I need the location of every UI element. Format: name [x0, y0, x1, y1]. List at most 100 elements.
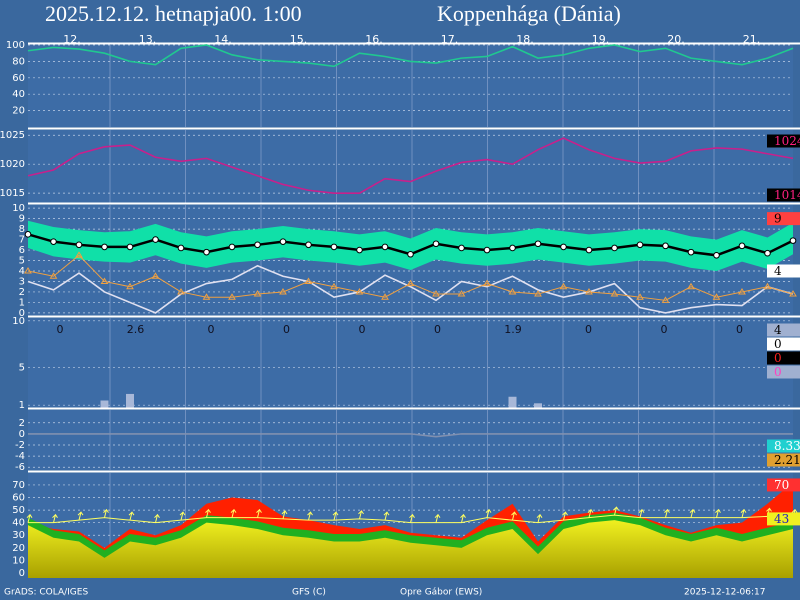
y-tick-label: 8 — [19, 224, 25, 235]
daily-total: 1.9 — [504, 323, 522, 336]
wind-arrow — [383, 511, 390, 521]
wind-arrow — [77, 511, 84, 521]
point — [713, 251, 720, 259]
point — [177, 287, 185, 295]
y-tick-label: 50 — [12, 505, 25, 516]
wind-arrow — [26, 513, 33, 523]
end-label: 0 — [774, 351, 782, 365]
wind-arrow — [154, 513, 160, 523]
end-label: 9 — [774, 212, 782, 226]
daily-total: 0 — [359, 323, 366, 336]
end-label-box — [767, 134, 800, 148]
y-tick-label: -6 — [15, 462, 25, 473]
wind-arrow — [230, 508, 237, 518]
wind-arrow — [460, 513, 466, 523]
wind-arrow — [613, 506, 619, 516]
point — [151, 272, 160, 279]
daily-total: 0 — [57, 323, 64, 336]
wind-arrow — [715, 508, 721, 518]
point — [75, 241, 83, 249]
wind-arrow — [562, 511, 568, 521]
point — [101, 243, 108, 251]
daily-total: 0 — [434, 323, 441, 336]
point — [381, 243, 389, 251]
end-label: 0 — [774, 365, 782, 379]
title: 2025.12.12. hetnapja00. 1:00 — [45, 1, 302, 26]
wind-arrow — [128, 511, 135, 521]
point — [611, 244, 618, 252]
point — [585, 287, 593, 295]
panel — [28, 410, 793, 470]
y-tick-label: 40 — [12, 89, 25, 100]
point — [381, 293, 389, 300]
wind-arrow — [358, 510, 364, 520]
end-label-box — [767, 264, 800, 278]
point — [789, 237, 797, 244]
panel — [28, 130, 793, 203]
line — [27, 44, 794, 68]
point — [509, 244, 516, 252]
end-label: 1024 — [774, 134, 800, 148]
line — [28, 514, 794, 524]
y-tick-label: 5 — [19, 363, 25, 374]
wind-arrow — [179, 511, 186, 521]
bar — [534, 403, 542, 408]
y-tick-label: 7 — [19, 235, 25, 246]
y-tick-label: 0 — [19, 308, 25, 319]
end-label-box — [767, 439, 800, 453]
point — [330, 243, 338, 251]
point — [49, 272, 58, 279]
wind-arrow — [664, 508, 670, 518]
point — [126, 282, 134, 290]
wind-arrow — [332, 511, 339, 521]
wind-arrow — [638, 508, 645, 518]
line — [27, 254, 794, 301]
end-label-box — [767, 351, 800, 365]
point — [636, 293, 644, 300]
area — [28, 520, 793, 578]
bar — [508, 396, 517, 408]
bar — [100, 400, 109, 408]
y-tick-label: 20 — [12, 106, 25, 117]
y-tick-label: 0 — [19, 568, 25, 579]
end-label-box — [767, 188, 800, 202]
point — [712, 293, 721, 300]
point — [126, 243, 134, 251]
point — [534, 290, 542, 297]
point — [483, 246, 491, 254]
point — [305, 241, 312, 249]
point — [534, 240, 542, 248]
point — [228, 243, 236, 251]
footer-date: 2025-12-12-06:17 — [684, 588, 766, 598]
wind-arrow — [511, 511, 517, 521]
point — [687, 248, 695, 256]
point — [610, 290, 619, 297]
point — [636, 241, 644, 249]
wind-arrow — [689, 508, 696, 518]
point — [304, 277, 313, 284]
y-tick-label: 1020 — [0, 159, 25, 170]
y-tick-label: 60 — [12, 73, 25, 84]
wind-arrow — [52, 513, 58, 523]
point — [661, 296, 670, 303]
wind-arrow — [256, 508, 262, 518]
point — [508, 287, 517, 295]
point — [483, 279, 491, 287]
y-tick-label: 70 — [12, 480, 25, 491]
point — [152, 236, 159, 243]
wind-arrow — [740, 508, 747, 518]
point — [559, 282, 568, 290]
point — [764, 249, 771, 257]
y-tick-label: 10 — [12, 555, 25, 566]
end-label: 4 — [774, 264, 782, 278]
end-label-box — [767, 512, 800, 526]
y-tick-label: 2 — [19, 287, 25, 298]
point — [457, 290, 466, 297]
y-tick-label: 40 — [12, 518, 25, 529]
y-tick-label: 9 — [19, 214, 25, 225]
footer-author: Opre Gábor (EWS) — [400, 588, 482, 598]
end-label-box — [767, 323, 800, 337]
y-tick-label: 6 — [19, 245, 25, 256]
y-tick-label: 2 — [19, 418, 25, 429]
y-tick-label: -4 — [15, 451, 25, 462]
